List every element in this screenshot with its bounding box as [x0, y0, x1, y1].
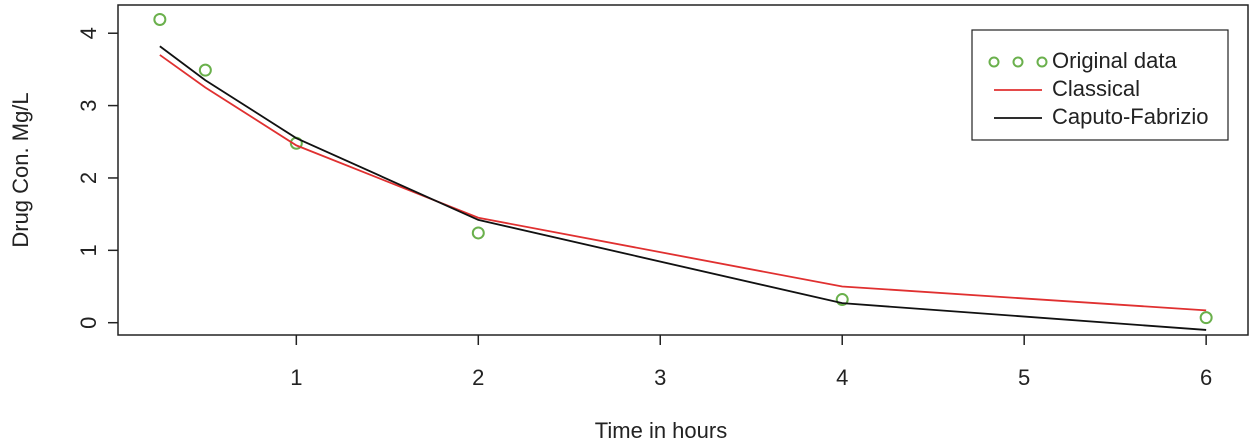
legend-marker [988, 56, 1000, 68]
x-tick-label: 4 [836, 365, 848, 390]
x-tick-label: 1 [290, 365, 302, 390]
x-tick-label: 3 [654, 365, 666, 390]
y-tick-label: 3 [76, 99, 101, 111]
x-tick-label: 2 [472, 365, 484, 390]
y-tick-label: 4 [76, 27, 101, 39]
legend-marker [1012, 56, 1024, 68]
legend-label: Caputo-Fabrizio [1052, 104, 1209, 129]
y-tick-label: 2 [76, 172, 101, 184]
data-point [835, 293, 849, 307]
data-point [198, 63, 212, 77]
legend-label: Original data [1052, 48, 1178, 73]
legend-label: Classical [1052, 76, 1140, 101]
x-axis-label: Time in hours [595, 418, 727, 443]
plot-box [117, 4, 1249, 336]
y-tick-label: 0 [76, 317, 101, 329]
x-tick-label: 6 [1200, 365, 1212, 390]
y-axis-label: Drug Con. Mg/L [8, 92, 33, 247]
data-point [1199, 311, 1213, 325]
legend-box [971, 29, 1229, 141]
data-point [471, 226, 485, 240]
x-tick-label: 5 [1018, 365, 1030, 390]
series-line [159, 45, 1207, 331]
legend-marker [1036, 56, 1048, 68]
series-line [159, 54, 1207, 312]
y-tick-label: 1 [76, 244, 101, 256]
data-point [153, 12, 167, 26]
